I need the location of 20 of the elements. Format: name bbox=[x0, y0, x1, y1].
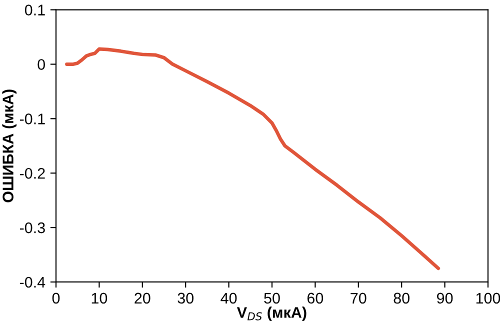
y-tick-label: 0 bbox=[38, 59, 45, 70]
x-tick-label: 0 bbox=[52, 292, 60, 304]
x-tick-label: 20 bbox=[134, 292, 150, 304]
y-tick-label: 0.1 bbox=[24, 4, 45, 16]
x-tick-label: 90 bbox=[437, 292, 453, 304]
line-series bbox=[65, 47, 440, 270]
y-tick-label: -0.1 bbox=[20, 114, 45, 124]
y-tick-label: -0.3 bbox=[20, 222, 45, 234]
x-tick-label: 30 bbox=[178, 292, 194, 304]
x-tick-label: 10 bbox=[92, 292, 108, 304]
x-axis-title: V$_{DS}$ (мкА) bbox=[236, 306, 306, 321]
y-axis-title: ОШИБКА (мкА) bbox=[2, 90, 16, 202]
x-tick-label: 60 bbox=[307, 292, 324, 304]
x-tick-label: 40 bbox=[220, 292, 237, 304]
x-tick-label: 70 bbox=[350, 292, 366, 304]
x-tick-label: 50 bbox=[264, 292, 280, 304]
x-tick-label: 80 bbox=[394, 292, 410, 304]
y-tick-label: -0.2 bbox=[20, 168, 45, 179]
x-tick-label: 100 bbox=[476, 292, 500, 304]
y-tick-label: -0.4 bbox=[20, 276, 46, 288]
